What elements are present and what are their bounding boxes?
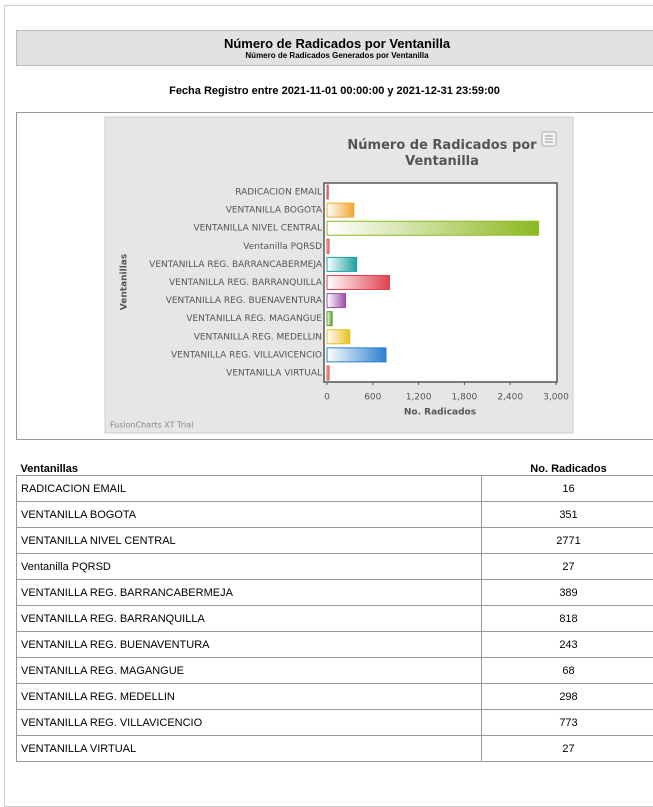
y-tick-label: VENTANILLA NIVEL CENTRAL <box>193 224 322 234</box>
name-cell: VENTANILLA REG. MAGANGUE <box>17 658 482 684</box>
value-cell: 27 <box>482 736 653 762</box>
bar <box>327 294 346 308</box>
y-tick-label: VENTANILLA REG. BARRANQUILLA <box>169 278 323 288</box>
name-cell: VENTANILLA REG. BARRANQUILLA <box>17 606 482 632</box>
x-tick-label: 600 <box>364 393 381 403</box>
y-tick-label: VENTANILLA BOGOTA <box>226 206 323 216</box>
bar <box>327 348 386 362</box>
x-tick-label: 3,000 <box>543 393 569 403</box>
x-tick-label: 0 <box>324 393 330 403</box>
value-cell: 351 <box>482 502 653 528</box>
y-tick-label: VENTANILLA REG. BARRANCABERMEJA <box>149 260 323 270</box>
y-tick-label: VENTANILLA VIRTUAL <box>226 368 322 378</box>
value-cell: 773 <box>482 710 653 736</box>
bar <box>327 330 350 344</box>
y-tick-label: RADICACION EMAIL <box>235 188 322 198</box>
bar <box>327 203 354 217</box>
bar <box>327 366 329 380</box>
value-cell: 27 <box>482 554 653 580</box>
value-cell: 16 <box>482 476 653 502</box>
watermark: FusionCharts XT Trial <box>110 421 193 430</box>
page: Número de Radicados por Ventanilla Númer… <box>0 0 653 764</box>
name-cell: VENTANILLA VIRTUAL <box>17 736 482 762</box>
value-cell: 298 <box>482 684 653 710</box>
name-cell: VENTANILLA NIVEL CENTRAL <box>17 528 482 554</box>
value-cell: 243 <box>482 632 653 658</box>
x-tick-label: 1,800 <box>452 393 478 403</box>
y-tick-label: Ventanilla PQRSD <box>243 242 322 252</box>
value-cell: 389 <box>482 580 653 606</box>
y-tick-label: VENTANILLA REG. BUENAVENTURA <box>166 296 323 306</box>
value-cell: 818 <box>482 606 653 632</box>
name-cell: VENTANILLA REG. VILLAVICENCIO <box>17 710 482 736</box>
bar <box>327 312 332 326</box>
y-axis-label: Ventanillas <box>120 254 130 310</box>
y-tick-label: VENTANILLA REG. VILLAVICENCIO <box>171 350 322 360</box>
header-cell: Ventanillas <box>17 452 482 476</box>
name-cell: VENTANILLA BOGOTA <box>17 502 482 528</box>
x-tick-label: 2,400 <box>497 393 523 403</box>
name-cell: Ventanilla PQRSD <box>17 554 482 580</box>
name-cell: VENTANILLA REG. MEDELLIN <box>17 684 482 710</box>
bar <box>327 257 357 271</box>
bar <box>327 221 539 235</box>
x-tick-label: 1,200 <box>406 393 432 403</box>
bar <box>327 185 328 199</box>
name-cell: RADICACION EMAIL <box>17 476 482 502</box>
header-cell: No. Radicados <box>482 452 653 476</box>
name-cell: VENTANILLA REG. BUENAVENTURA <box>17 632 482 658</box>
bar <box>327 276 389 290</box>
y-tick-label: VENTANILLA REG. MAGANGUE <box>186 314 322 324</box>
bar <box>327 239 329 253</box>
value-cell: 68 <box>482 658 653 684</box>
y-tick-label: VENTANILLA REG. MEDELLIN <box>194 332 322 342</box>
x-axis-label: No. Radicados <box>404 408 476 418</box>
name-cell: VENTANILLA REG. BARRANCABERMEJA <box>17 580 482 606</box>
value-cell: 2771 <box>482 528 653 554</box>
